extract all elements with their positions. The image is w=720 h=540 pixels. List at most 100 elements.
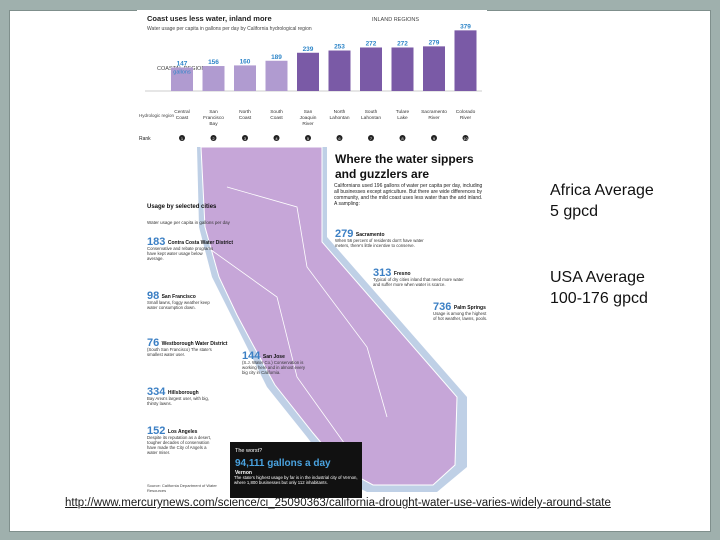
region-label: San xyxy=(209,109,218,115)
city-value: 183 xyxy=(147,236,165,248)
city-name: Westborough Water District xyxy=(162,341,228,347)
city-value: 279 xyxy=(335,228,353,240)
city-note-box: Despite its reputation as a desert, toug… xyxy=(147,435,212,455)
infographic: Coast uses less water, inland more Water… xyxy=(137,10,487,505)
bar-value-label: 279 xyxy=(429,39,440,46)
bar xyxy=(423,46,445,91)
city-note: Usage is among the highest in the state … xyxy=(433,311,487,321)
city-name: Hillsborough xyxy=(168,390,199,396)
source-link[interactable]: http://www.mercurynews.com/science/ci_25… xyxy=(65,497,611,509)
usa-average-label: USA Average xyxy=(550,269,645,286)
worst-box xyxy=(230,442,362,498)
california-map: Where the water sippers and guzzlers are… xyxy=(137,147,487,505)
city-value: 144 xyxy=(242,350,261,362)
bar xyxy=(265,60,288,91)
rank-dot xyxy=(336,135,343,141)
city-note: Bay Area's largest user, with big, thirs… xyxy=(147,396,209,406)
chart-subtitle: Water usage per capita in gallons per da… xyxy=(147,26,312,32)
africa-average-label: Africa Average xyxy=(550,182,654,199)
city-value: 313 xyxy=(373,267,391,279)
city-note: Typical of dry cities inland that need m… xyxy=(373,277,464,287)
region-label: Joaquin xyxy=(300,115,317,121)
city-note: Despite its reputation as a desert, toug… xyxy=(147,435,212,455)
region-label: South xyxy=(365,109,378,115)
region-label: San xyxy=(304,109,313,115)
unit-label: gallons xyxy=(173,69,191,75)
map-title-line2: and guzzlers are xyxy=(335,167,429,181)
rank-number: 7 xyxy=(370,136,373,141)
rank-number: 6 xyxy=(338,136,341,141)
region-label: Central xyxy=(174,109,189,115)
city-note: Conservative and rebate programs have ke… xyxy=(147,246,214,261)
city-note-box: (South San Francisco) The state's smalle… xyxy=(147,347,212,357)
legend-title: Usage by selected cities xyxy=(147,204,217,210)
region-label: Coast xyxy=(239,115,252,121)
bar-value-label: 156 xyxy=(208,59,219,66)
city-note-box: Usage is among the highest in the state … xyxy=(433,311,487,321)
city-value: 76 xyxy=(147,337,159,349)
rank-number: 2 xyxy=(212,136,215,141)
bar xyxy=(391,47,414,91)
bar-value-label: 379 xyxy=(460,23,471,30)
city-callout: 144 San Jose(S.J. Water Co.) Conservation… xyxy=(242,350,306,375)
map-intro: Californians used 196 gallons of water p… xyxy=(334,183,483,207)
rank-row-label: Rank xyxy=(139,136,151,142)
bar xyxy=(454,30,477,91)
worst-label: The worst? xyxy=(235,448,262,454)
city-note-box: (S.J. Water Co.) Conservation is working… xyxy=(242,360,306,375)
worst-place: Vernon xyxy=(235,470,252,476)
city-note-box: When 56 percent of residents don't have … xyxy=(335,238,424,248)
city-value: 152 xyxy=(147,425,165,437)
city-name: San Jose xyxy=(263,354,285,360)
usage-bar-chart: Coast uses less water, inland more Water… xyxy=(139,14,482,142)
usa-average-value: 100-176 gpcd xyxy=(550,290,648,307)
region-label: Tulare xyxy=(396,109,410,115)
rank-dot xyxy=(179,135,185,141)
worst-value: 94,111 gallons a day xyxy=(235,458,331,469)
rank-number: 8 xyxy=(401,136,404,141)
city-name: Contra Costa Water District xyxy=(168,240,233,246)
bar-value-label: 147 xyxy=(177,60,188,67)
region-label: Lahontan xyxy=(361,115,381,121)
rank-number: 9 xyxy=(433,136,436,141)
city-name: San Francisco xyxy=(162,294,196,300)
city-value: 736 xyxy=(433,301,451,313)
rank-dot xyxy=(210,135,217,141)
region-label: Francisco xyxy=(203,115,224,121)
bar xyxy=(234,65,256,91)
inland-regions-label: INLAND REGIONS xyxy=(372,17,419,23)
city-name: Los Angeles xyxy=(168,429,198,435)
city-note: (S.J. Water Co.) Conservation is working… xyxy=(242,360,306,375)
bar-value-label: 272 xyxy=(366,40,377,47)
chart-title: Coast uses less water, inland more xyxy=(147,14,272,23)
region-label: Lake xyxy=(397,115,408,121)
city-note-box: Small lawns, foggy weather keep water co… xyxy=(147,300,210,310)
bar xyxy=(171,67,193,91)
region-boundaries-2 xyxy=(206,246,348,448)
map-source: Source: California Department of Water R… xyxy=(147,483,217,493)
city-value: 98 xyxy=(147,290,159,302)
bar xyxy=(297,52,319,91)
rank-dot xyxy=(399,135,406,141)
region-label: North xyxy=(239,109,251,115)
rank-number: 1 xyxy=(181,136,184,141)
map-intro-box: Californians used 196 gallons of water p… xyxy=(334,183,483,207)
rank-dot xyxy=(431,135,437,141)
region-label: Lahontan xyxy=(329,115,349,121)
bar-value-label: 160 xyxy=(240,58,251,65)
city-note-box: Typical of dry cities inland that need m… xyxy=(373,277,464,287)
rank-number: 3 xyxy=(244,136,247,141)
bar-value-label: 189 xyxy=(271,54,282,61)
city-name: Palm Springs xyxy=(454,305,486,311)
region-label: North xyxy=(334,109,346,115)
region-label: Colorado xyxy=(456,109,476,115)
city-callout: 76 Westborough Water District(South San F… xyxy=(147,337,228,357)
city-value: 334 xyxy=(147,386,166,398)
city-note-box: Conservative and rebate programs have ke… xyxy=(147,246,214,261)
worst-note-box: The state's highest usage by far is in t… xyxy=(234,475,358,485)
region-label: River xyxy=(428,115,440,121)
